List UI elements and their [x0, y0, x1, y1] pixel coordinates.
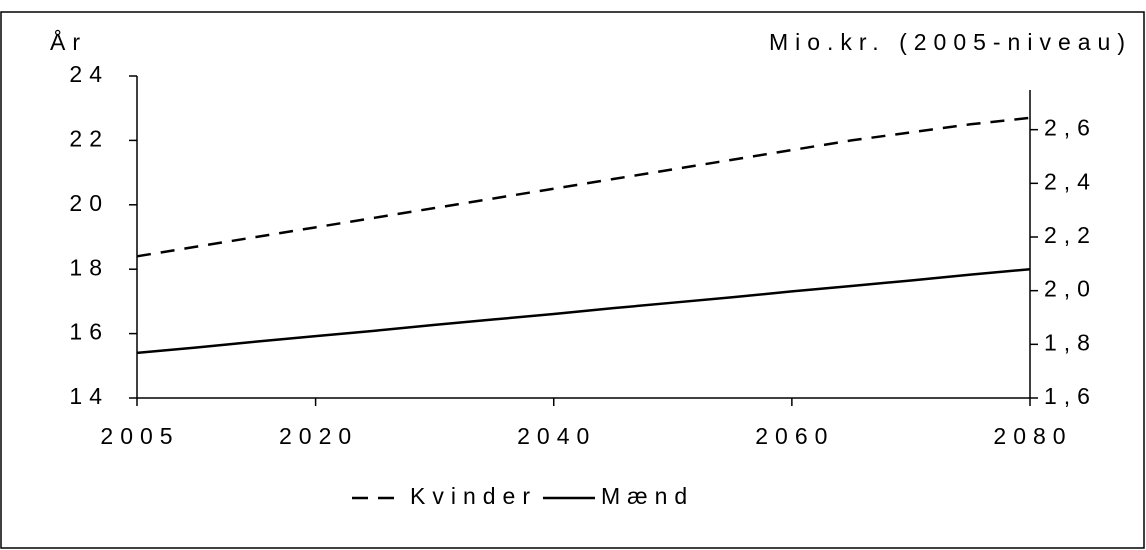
- x-tick-label: 2040: [517, 423, 596, 449]
- legend-label: Kvinder: [410, 483, 537, 509]
- y2-tick-label: 2,6: [1044, 115, 1097, 141]
- y-axis-title: År: [50, 28, 87, 55]
- y-tick-label: 16: [69, 319, 109, 345]
- y-tick-label: 22: [69, 125, 109, 151]
- series-line: [136, 267, 1031, 355]
- y2-tick-label: 2,2: [1044, 222, 1097, 248]
- y2-tick-label: 1,8: [1044, 329, 1097, 355]
- y2-tick-label: 1,6: [1044, 383, 1097, 409]
- x-tick-label: 2080: [993, 423, 1072, 449]
- series-line: [136, 116, 1031, 258]
- y-tick-label: 14: [69, 383, 109, 409]
- y2-axis-title: Mio.kr. (2005-niveau): [769, 29, 1132, 55]
- y-tick-label: 18: [69, 254, 109, 280]
- legend-label: Mænd: [601, 483, 694, 509]
- y2-tick-label: 2,4: [1044, 168, 1097, 194]
- x-tick-label: 2005: [100, 423, 179, 449]
- y-tick-label: 20: [69, 190, 109, 216]
- y2-tick-label: 2,0: [1044, 276, 1097, 302]
- x-tick-label: 2060: [755, 423, 834, 449]
- x-tick-label: 2020: [279, 423, 358, 449]
- y-tick-label: 24: [69, 61, 109, 87]
- chart-frame: [0, 11, 1145, 549]
